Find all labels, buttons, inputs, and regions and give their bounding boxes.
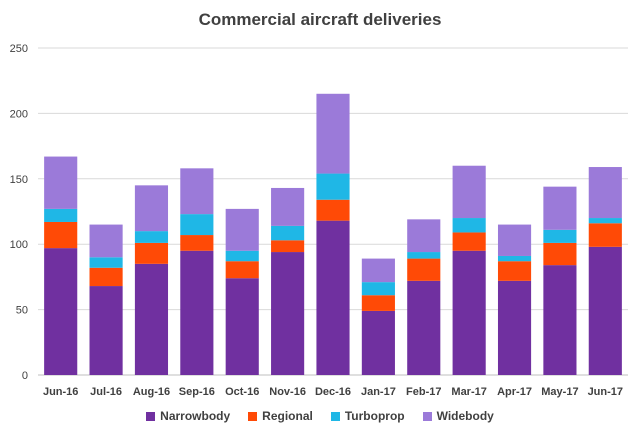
x-tick-label: Apr-17 xyxy=(497,386,532,398)
bar-regional xyxy=(316,199,350,221)
x-tick-label: Dec-16 xyxy=(315,386,351,398)
bar-widebody xyxy=(361,258,395,283)
bar-widebody xyxy=(407,219,441,253)
bar-turboprop xyxy=(89,257,123,268)
bar-regional xyxy=(225,261,259,279)
legend-swatch xyxy=(330,411,340,421)
y-tick-label: 200 xyxy=(10,108,28,120)
bar-turboprop xyxy=(407,252,441,259)
bar-narrowbody xyxy=(497,280,532,375)
bar-narrowbody xyxy=(588,246,622,375)
bar-narrowbody xyxy=(89,286,123,375)
x-tick-label: Jul-16 xyxy=(90,386,122,398)
legend-label: Regional xyxy=(262,409,313,423)
legend-item: Widebody xyxy=(422,409,494,423)
bar-turboprop xyxy=(497,255,532,262)
bar-regional xyxy=(543,242,577,266)
bar-widebody xyxy=(316,93,350,174)
y-tick-label: 100 xyxy=(10,239,28,251)
bar-narrowbody xyxy=(407,280,441,375)
x-tick-label: Feb-17 xyxy=(406,386,441,398)
bar-widebody xyxy=(588,167,622,219)
bar-regional xyxy=(271,240,305,253)
bar-widebody xyxy=(452,165,486,219)
bar-regional xyxy=(361,295,395,311)
bar-regional xyxy=(44,221,78,249)
bar-regional xyxy=(497,261,532,281)
x-tick-label: Aug-16 xyxy=(133,386,170,398)
legend-item: Turboprop xyxy=(330,409,405,423)
legend-swatch xyxy=(248,411,258,421)
bar-narrowbody xyxy=(543,265,577,375)
bar-turboprop xyxy=(361,282,395,296)
bar-narrowbody xyxy=(271,252,305,375)
y-tick-label: 0 xyxy=(22,370,28,382)
legend-swatch xyxy=(422,411,432,421)
bar-narrowbody xyxy=(361,310,395,375)
chart-legend: Narrowbody Regional Turboprop Widebody xyxy=(0,409,640,423)
bar-regional xyxy=(452,232,486,251)
bar-turboprop xyxy=(543,229,577,243)
y-tick-label: 250 xyxy=(10,43,28,55)
x-tick-label: Oct-16 xyxy=(225,386,259,398)
legend-item: Regional xyxy=(248,409,313,423)
bar-narrowbody xyxy=(134,263,169,375)
bar-turboprop xyxy=(44,208,78,222)
bar-regional xyxy=(180,235,214,251)
legend-label: Widebody xyxy=(436,409,494,423)
bar-widebody xyxy=(44,156,78,209)
bar-turboprop xyxy=(588,218,622,224)
bar-narrowbody xyxy=(180,250,214,375)
x-tick-label: Jun-16 xyxy=(43,386,78,398)
bar-turboprop xyxy=(134,231,169,243)
bar-regional xyxy=(588,223,622,247)
bar-widebody xyxy=(225,208,259,251)
bar-turboprop xyxy=(271,225,305,241)
bar-widebody xyxy=(271,187,305,226)
chart-title: Commercial aircraft deliveries xyxy=(198,10,442,29)
bar-regional xyxy=(89,267,123,287)
bar-narrowbody xyxy=(316,220,350,375)
bar-widebody xyxy=(180,168,214,215)
x-tick-label: Sep-16 xyxy=(179,386,215,398)
bar-regional xyxy=(134,242,169,264)
bar-turboprop xyxy=(180,214,214,236)
x-tick-label: Mar-17 xyxy=(451,386,486,398)
y-tick-label: 50 xyxy=(16,305,28,317)
bar-turboprop xyxy=(316,173,350,200)
legend-label: Narrowbody xyxy=(160,409,231,423)
legend-item: Narrowbody xyxy=(146,409,230,423)
legend-label: Turboprop xyxy=(344,409,405,423)
legend-swatch xyxy=(146,411,156,421)
bar-regional xyxy=(407,258,441,281)
x-tick-label: May-17 xyxy=(541,386,578,398)
x-tick-label: Nov-16 xyxy=(269,386,306,398)
x-tick-label: Jun-17 xyxy=(588,386,623,398)
bar-narrowbody xyxy=(225,278,259,375)
bar-widebody xyxy=(89,224,123,258)
y-tick-label: 150 xyxy=(10,174,28,186)
bar-turboprop xyxy=(225,250,259,262)
bar-widebody xyxy=(543,186,577,230)
bar-widebody xyxy=(497,224,532,256)
bar-turboprop xyxy=(452,218,486,233)
bar-narrowbody xyxy=(452,250,486,375)
x-tick-label: Jan-17 xyxy=(361,386,396,398)
bar-widebody xyxy=(134,185,169,232)
bar-narrowbody xyxy=(44,248,78,375)
